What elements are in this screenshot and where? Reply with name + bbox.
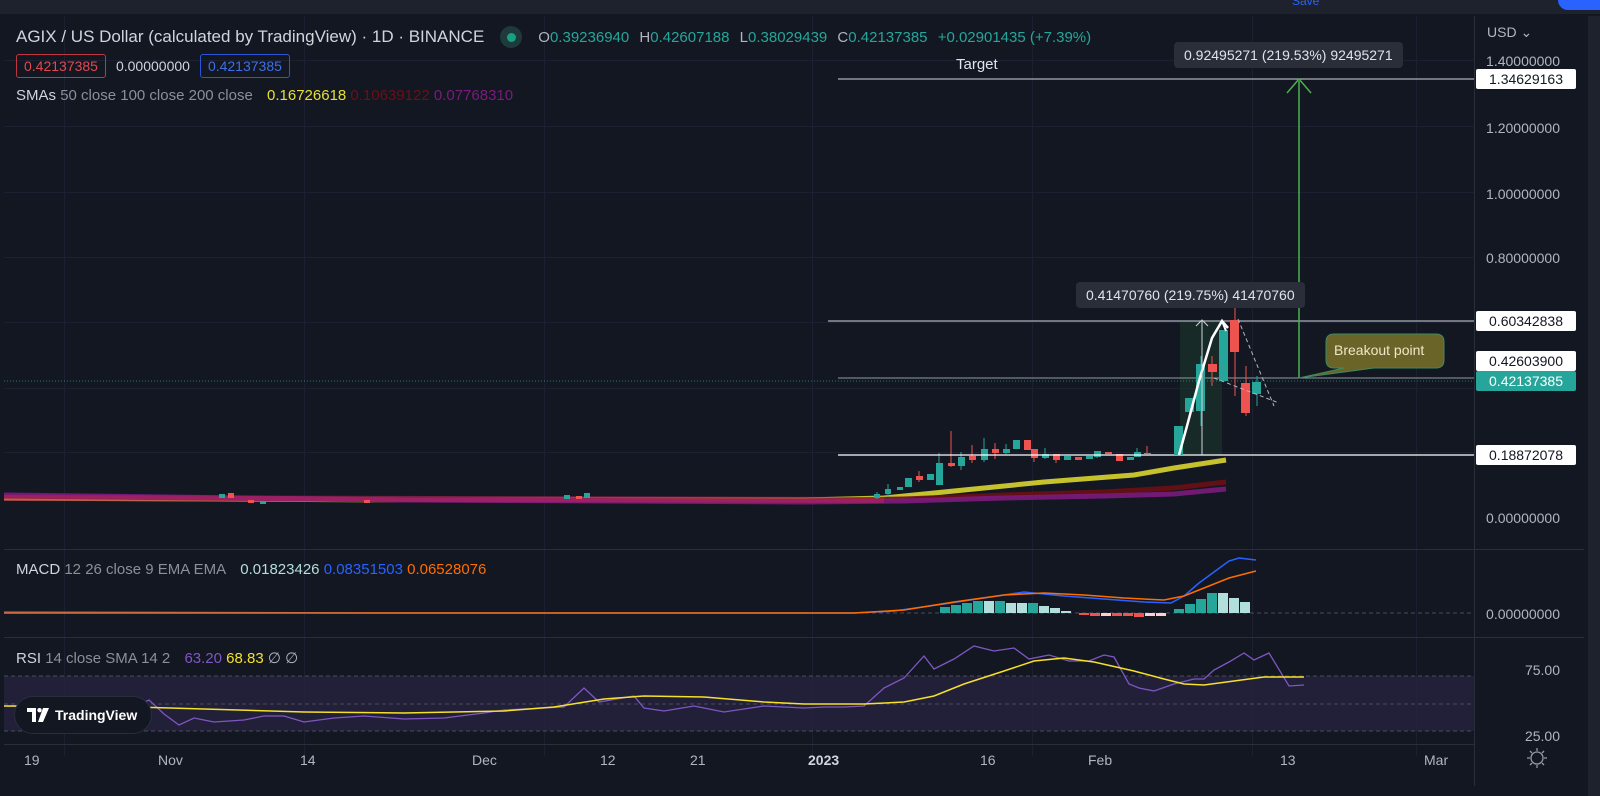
time-tick: 14 [300,752,316,768]
time-tick: 12 [600,752,616,768]
pane-separator[interactable] [4,637,1584,638]
target-label: Target [956,56,998,73]
buy-price-box[interactable]: 0.42137385 [199,54,290,78]
grid-line [544,16,545,756]
price-axis-border [1474,16,1475,786]
grid-line [4,322,1474,323]
grid-line [304,16,305,756]
breakout-callout [1298,333,1445,379]
pennant-upper [1237,318,1275,407]
market-status-icon [500,26,523,48]
price-tick: 1.00000000 [1486,186,1560,202]
grid-line [1416,16,1417,756]
grid-line [1032,16,1033,756]
ohlc-values: O0.39236940 H0.42607188 L0.38029439 C0.4… [538,28,1092,46]
macd-axis-tick: 0.00000000 [1486,606,1560,622]
chart-legend: AGIX / US Dollar (calculated by TradingV… [16,26,1091,104]
price-axis[interactable]: USD ⌄ 1.40000000 1.20000000 1.00000000 0… [1475,16,1584,756]
sma50-value: 0.16726618 [267,87,347,104]
price-chart-canvas[interactable] [4,16,1474,756]
sma-legend[interactable]: SMAs 50 close 100 close 200 close 0.1672… [16,87,514,104]
price-tick: 1.20000000 [1486,120,1560,136]
candles-rally [874,431,1151,499]
sma200-value: 0.07768310 [433,87,514,104]
grid-line [4,60,1474,61]
price-tick: 1.40000000 [1486,53,1560,69]
rsi-legend[interactable]: RSI 14 close SMA 14 2 63.20 68.83 ∅ ∅ [16,650,299,667]
tradingview-logo[interactable]: TradingView [14,696,153,734]
candles-early [219,493,590,504]
sma100-value: 0.10639122 [350,87,430,104]
grid-line [4,452,1474,453]
currency-selector[interactable]: USD ⌄ [1487,24,1533,40]
top-toolbar-strip: Save [0,0,1600,14]
macd-value: 0.08351503 [323,561,403,578]
time-tick: 2023 [808,752,840,768]
current-price-label: 0.42137385 [1476,371,1576,391]
pane-separator[interactable] [4,549,1584,550]
grid-line [812,16,813,756]
rsi-axis-tick: 25.00 [1524,728,1560,742]
grid-line [4,257,1474,258]
time-tick: 19 [24,752,40,768]
support-price-label: 0.18872078 [1476,445,1576,465]
rsi-sma-value: 68.83 [226,650,264,667]
rsi-axis-tick: 75.00 [1524,662,1560,678]
macd-histogram-value: 0.01823426 [240,561,320,578]
time-tick: Nov [158,752,183,768]
pennant-lower [1213,377,1280,404]
candles-breakout [1174,301,1261,455]
grid-line [4,192,1474,193]
chart-frame[interactable]: Target 0.92495271 (219.53%) 92495271 0.4… [4,16,1584,796]
grid-line [4,126,1474,127]
target-measure-tooltip: 0.92495271 (219.53%) 92495271 [1174,42,1403,68]
time-tick: Feb [1088,752,1113,768]
macd-signal-value: 0.06528076 [407,561,487,578]
grid-line [4,388,1474,389]
breakout-price-label: 0.42603900 [1476,351,1576,371]
time-tick: Mar [1424,752,1449,768]
time-tick: 16 [980,752,996,768]
grid-line [64,16,65,756]
breakout-callout-text[interactable]: Breakout point [1334,342,1425,358]
save-button[interactable]: Save [1292,0,1320,8]
macd-legend[interactable]: MACD 12 26 close 9 EMA EMA 0.01823426 0.… [16,561,487,578]
time-tick: Dec [472,752,497,768]
tradingview-logo-icon [27,708,49,722]
price-tick: 0.00000000 [1486,510,1560,526]
range-top-price-label: 0.60342838 [1476,311,1576,331]
time-tick: 21 [690,752,706,768]
time-tick: 13 [1280,752,1296,768]
right-sidebar-edge [1588,16,1600,796]
price-tick: 0.80000000 [1486,250,1560,266]
chart-settings-icon[interactable] [1526,747,1548,769]
symbol-title[interactable]: AGIX / US Dollar (calculated by TradingV… [16,27,485,46]
target-price-label: 1.34629163 [1476,69,1576,89]
rsi-value: 63.20 [184,650,222,667]
spread-value: 0.00000000 [115,58,190,74]
time-axis[interactable]: 19 Nov 14 Dec 12 21 2023 16 Feb 13 Mar [4,744,1474,772]
publish-button[interactable] [1558,0,1600,10]
range-measure-tooltip: 0.41470760 (219.75%) 41470760 [1076,282,1305,308]
sell-price-box[interactable]: 0.42137385 [16,54,106,78]
